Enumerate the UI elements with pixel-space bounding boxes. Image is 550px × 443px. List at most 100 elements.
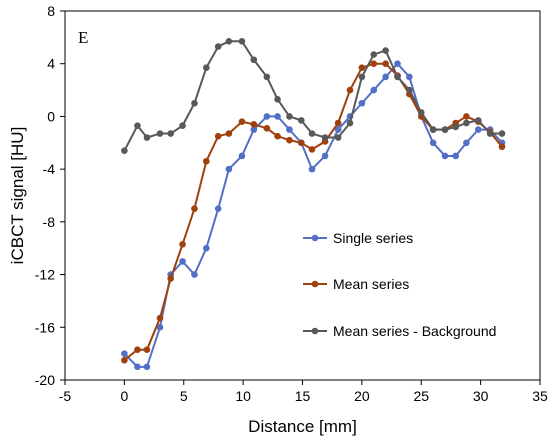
data-point-mean-series bbox=[298, 139, 305, 147]
data-point-mean-series bbox=[308, 146, 316, 153]
data-point-mean-series-background bbox=[121, 147, 128, 154]
data-point-mean-series-background bbox=[370, 51, 378, 58]
data-point-mean-series-background bbox=[274, 95, 281, 103]
legend-item-mean-series-background: Mean series - Background bbox=[303, 323, 496, 339]
y-tick-label: -8 bbox=[43, 214, 56, 230]
data-point-mean-series bbox=[358, 64, 366, 71]
data-point-mean-series-background bbox=[441, 126, 449, 133]
data-point-single-series bbox=[191, 271, 198, 278]
data-point-single-series bbox=[156, 323, 164, 331]
x-tick-label: 10 bbox=[235, 388, 251, 404]
data-point-mean-series bbox=[225, 130, 233, 137]
data-point-mean-series-background bbox=[298, 117, 305, 124]
data-point-mean-series bbox=[346, 86, 354, 94]
data-point-mean-series-background bbox=[321, 134, 329, 141]
series-line-mean-series bbox=[123, 62, 503, 362]
data-point-single-series bbox=[406, 73, 413, 81]
data-point-mean-series-background bbox=[346, 119, 354, 127]
legend-label-single-series: Single series bbox=[333, 230, 413, 246]
x-tick-label: 20 bbox=[354, 388, 370, 404]
data-point-mean-series-background bbox=[167, 130, 174, 137]
data-point-mean-series bbox=[156, 314, 164, 322]
data-point-mean-series bbox=[334, 119, 342, 127]
legend-item-single-series: Single series bbox=[303, 230, 413, 246]
legend: Single series Mean series Mean series - … bbox=[303, 230, 496, 339]
data-point-mean-series-background bbox=[382, 47, 389, 54]
data-point-mean-series bbox=[167, 275, 174, 282]
data-point-mean-series bbox=[238, 118, 246, 125]
legend-label-mean-series-background: Mean series - Background bbox=[333, 323, 496, 339]
data-point-mean-series bbox=[463, 113, 470, 120]
series-mean-series-background bbox=[121, 38, 506, 154]
data-point-single-series bbox=[474, 126, 482, 133]
data-point-mean-series bbox=[214, 132, 222, 140]
data-point-mean-series-background bbox=[134, 122, 141, 129]
y-axis-title: iCBCT signal [HU] bbox=[8, 127, 27, 265]
data-point-mean-series-background bbox=[179, 122, 186, 129]
axis-ticks: -5 0 5 10 15 20 25 30 35 -20 -16 -12 -8 -4 0 4 8 bbox=[35, 3, 548, 404]
data-point-mean-series bbox=[203, 157, 210, 165]
data-point-mean-series-background bbox=[156, 130, 164, 137]
data-point-mean-series bbox=[121, 356, 128, 364]
data-point-mean-series-background bbox=[463, 119, 470, 127]
series-group bbox=[121, 38, 506, 371]
data-point-mean-series bbox=[274, 132, 281, 140]
x-tick-label: 30 bbox=[473, 388, 489, 404]
data-point-mean-series-background bbox=[225, 38, 233, 45]
data-point-mean-series bbox=[286, 136, 293, 144]
data-point-single-series bbox=[452, 152, 459, 160]
data-point-single-series bbox=[441, 152, 449, 160]
y-tick-label: -16 bbox=[35, 319, 55, 335]
legend-label-mean-series: Mean series bbox=[333, 276, 409, 292]
data-point-single-series bbox=[286, 126, 293, 133]
data-point-mean-series-background bbox=[143, 134, 151, 141]
data-point-mean-series-background bbox=[191, 99, 198, 107]
data-point-mean-series bbox=[143, 346, 151, 353]
data-point-single-series bbox=[203, 244, 210, 252]
series-line-single-series bbox=[123, 62, 503, 368]
data-point-mean-series-background bbox=[406, 86, 413, 94]
legend-item-mean-series: Mean series bbox=[303, 276, 409, 292]
data-point-mean-series-background bbox=[334, 134, 342, 141]
data-point-single-series bbox=[263, 113, 271, 120]
data-point-mean-series bbox=[191, 205, 198, 212]
data-point-single-series bbox=[214, 205, 222, 212]
data-point-mean-series bbox=[250, 121, 258, 128]
data-point-mean-series-background bbox=[263, 73, 271, 81]
x-tick-label: 0 bbox=[120, 388, 128, 404]
data-point-mean-series bbox=[498, 143, 506, 151]
y-tick-label: 4 bbox=[47, 56, 55, 72]
data-point-mean-series-background bbox=[452, 123, 459, 131]
legend-marker-mean-series-background bbox=[311, 327, 319, 335]
data-point-mean-series bbox=[134, 346, 141, 353]
data-point-mean-series-background bbox=[214, 43, 222, 50]
y-tick-label: 8 bbox=[47, 3, 55, 19]
data-point-mean-series-background bbox=[498, 130, 506, 137]
data-point-single-series bbox=[463, 139, 470, 147]
data-point-single-series bbox=[334, 126, 342, 133]
data-point-single-series bbox=[225, 165, 233, 173]
data-point-single-series bbox=[179, 258, 186, 265]
y-tick-label: -12 bbox=[35, 267, 55, 283]
data-point-mean-series-background bbox=[429, 126, 437, 133]
data-point-single-series bbox=[394, 60, 401, 68]
data-point-single-series bbox=[274, 113, 281, 120]
y-tick-label: -4 bbox=[43, 161, 56, 177]
data-point-single-series bbox=[382, 73, 389, 81]
data-point-mean-series-background bbox=[286, 113, 293, 120]
x-tick-label: 35 bbox=[532, 388, 548, 404]
data-point-mean-series-background bbox=[394, 73, 401, 81]
legend-marker-single-series bbox=[311, 234, 319, 242]
y-tick-label: -20 bbox=[35, 372, 55, 388]
legend-marker-mean-series bbox=[311, 280, 319, 288]
data-point-single-series bbox=[358, 99, 366, 107]
x-tick-label: -5 bbox=[59, 388, 72, 404]
data-point-mean-series-background bbox=[238, 38, 246, 45]
data-point-mean-series bbox=[179, 240, 186, 248]
data-point-mean-series bbox=[263, 124, 271, 132]
data-point-mean-series-background bbox=[203, 64, 210, 71]
data-point-mean-series-background bbox=[474, 117, 482, 124]
x-axis-title: Distance [mm] bbox=[248, 417, 357, 436]
